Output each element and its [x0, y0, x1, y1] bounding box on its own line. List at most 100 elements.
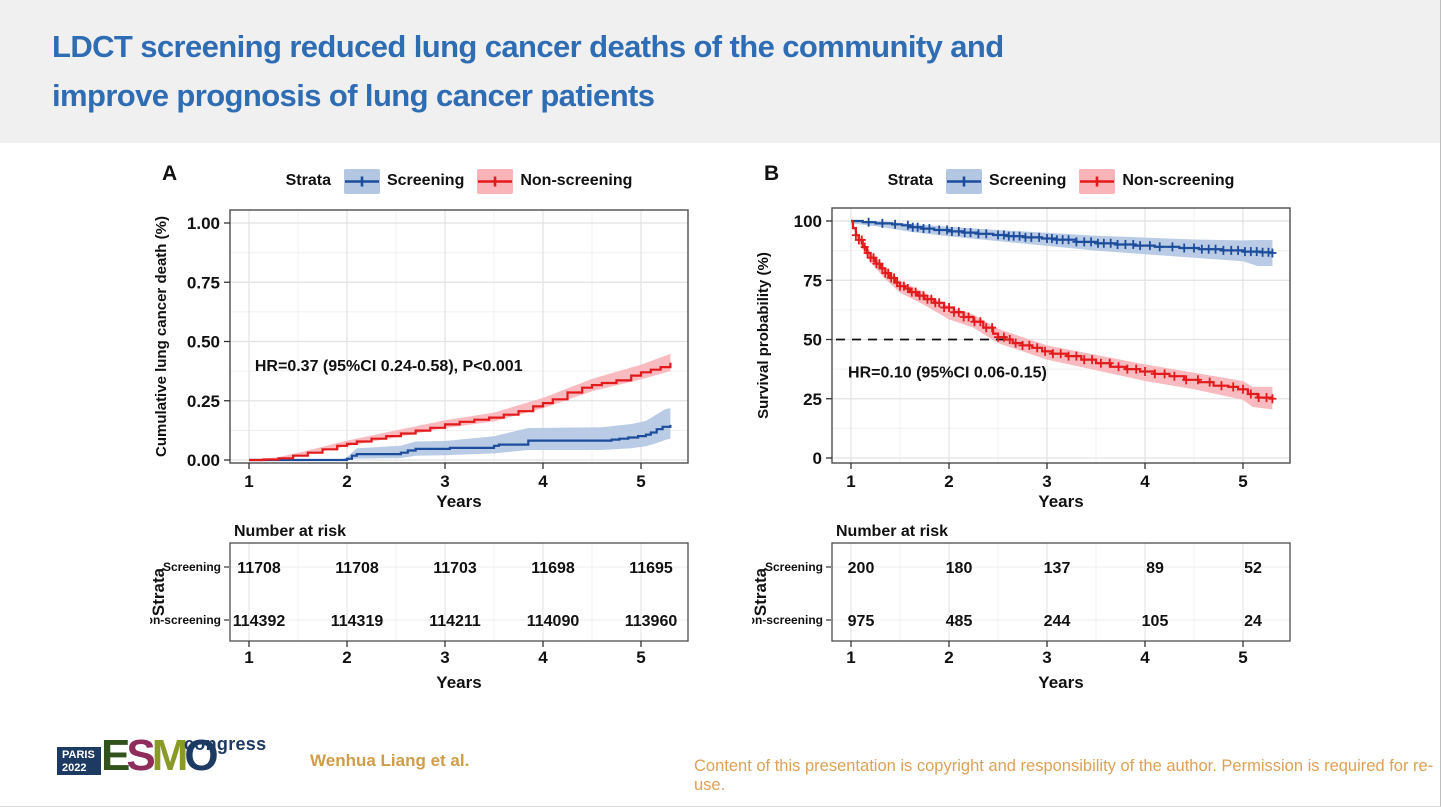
risk-count: 11695	[629, 560, 673, 577]
risk-strata-label: Strata	[752, 567, 770, 616]
legend-title: Strata	[887, 172, 933, 189]
strata-row-label: Screening	[163, 560, 221, 574]
risk-count: 11703	[433, 560, 477, 577]
risk-count: 114090	[527, 613, 580, 630]
congress-text: congress	[184, 734, 267, 754]
legend-label-non-screening: Non-screening	[520, 172, 633, 189]
legend-title: Strata	[285, 172, 331, 189]
slide-header: LDCT screening reduced lung cancer death…	[0, 0, 1440, 143]
risk-table-b: Number at riskScreening2001801378952Non-…	[752, 523, 1291, 692]
esmo-letter-o: O	[184, 731, 218, 780]
svg-text:4: 4	[538, 648, 548, 667]
esmo-letter-m: M	[151, 731, 189, 780]
svg-text:1.00: 1.00	[187, 214, 220, 233]
paris-text: PARIS	[62, 749, 95, 761]
risk-count: 52	[1244, 560, 1262, 577]
svg-text:0.75: 0.75	[187, 273, 220, 292]
slide-title-line1: LDCT screening reduced lung cancer death…	[52, 29, 1004, 64]
risk-count: 114392	[233, 613, 286, 630]
svg-text:1: 1	[244, 472, 253, 491]
panel-a-legend: Strata Screening Non-screening	[230, 167, 688, 195]
svg-text:4: 4	[1140, 472, 1150, 491]
slide-title-line2: improve prognosis of lung cancer patient…	[52, 78, 655, 113]
risk-rows: Screening 200 180 137 89 52 Non-screening 975 48…	[752, 560, 1262, 630]
risk-table-border	[831, 542, 1291, 642]
strata-row-label: Screening	[765, 560, 823, 574]
screening-swatch-icon	[343, 168, 380, 194]
legend-label-screening: Screening	[386, 172, 465, 189]
risk-gridlines	[230, 543, 688, 641]
ci-bands	[249, 353, 671, 460]
axis-ticks: 1 2 3 4 5 0.00 0.25 0.50 0.75 1.00	[187, 214, 646, 491]
svg-text:0: 0	[813, 449, 822, 468]
copyright-notice: Content of this presentation is copyrigh…	[694, 757, 1434, 794]
risk-table-title: Number at risk	[234, 523, 346, 540]
x-axis-label: Years	[436, 492, 481, 511]
strata-row-label: Non-screening	[150, 613, 221, 627]
svg-text:4: 4	[538, 472, 548, 491]
esmo-letter-s: S	[126, 731, 155, 780]
svg-text:2: 2	[944, 648, 953, 667]
risk-count: 11698	[531, 560, 575, 577]
risk-count: 137	[1044, 560, 1071, 577]
curve-non-screening	[851, 219, 1274, 399]
risk-count: 24	[1244, 613, 1262, 630]
risk-count: 244	[1044, 613, 1071, 630]
svg-text:1: 1	[846, 472, 855, 491]
survival-curves	[249, 362, 672, 462]
risk-count: 114211	[429, 613, 481, 630]
risk-axis: 1 2 3 4 5	[846, 641, 1248, 667]
gridlines	[230, 210, 688, 463]
risk-table-title: Number at risk	[836, 523, 948, 540]
risk-x-axis-label: Years	[1038, 673, 1083, 692]
x-axis-label: Years	[1038, 492, 1083, 511]
svg-text:1: 1	[846, 648, 855, 667]
legend-label-screening: Screening	[988, 172, 1067, 189]
hr-annotation: HR=0.10 (95%CI 0.06-0.15)	[848, 364, 1047, 381]
risk-axis: 1 2 3 4 5	[244, 641, 646, 667]
risk-rows: Screening 11708 11708 11703 11698 11695 Non-sc…	[150, 560, 677, 630]
risk-count: 11708	[335, 560, 379, 577]
panel-a-label: A	[162, 162, 178, 185]
panel-b-label: B	[764, 162, 780, 185]
svg-text:1: 1	[244, 648, 253, 667]
strata-row-label: Non-screening	[752, 613, 823, 627]
risk-x-axis-label: Years	[436, 673, 481, 692]
svg-text:75: 75	[803, 271, 822, 290]
risk-count: 975	[848, 613, 875, 630]
svg-text:5: 5	[1238, 648, 1247, 667]
esmo-wordmark: ESMO	[101, 731, 219, 780]
legend-item-screening: Screening	[343, 168, 465, 194]
slide-title: LDCT screening reduced lung cancer death…	[52, 22, 1004, 120]
non-screening-swatch-icon	[1079, 168, 1116, 194]
svg-text:4: 4	[1140, 648, 1150, 667]
non-screening-swatch-icon	[477, 168, 514, 194]
svg-text:3: 3	[1042, 472, 1051, 491]
risk-count: 114319	[331, 613, 384, 630]
km-plot-a: 1 2 3 4 5 0.00 0.25 0.50 0.75 1.00 HR=0.37 (95%CI …	[153, 209, 689, 511]
legend-item-screening: Screening	[945, 168, 1067, 194]
svg-text:5: 5	[1238, 472, 1247, 491]
svg-text:100: 100	[794, 212, 822, 231]
panel-b-legend: Strata Screening Non-screening	[832, 167, 1290, 195]
legend-item-non-screening: Non-screening	[1079, 168, 1234, 194]
esmo-congress-logo: PARIS 2022 ESMO congress	[55, 733, 315, 793]
censor-marks	[851, 217, 1277, 404]
svg-text:2: 2	[944, 472, 953, 491]
y-axis-label: Cumulative lung cancer death (%)	[153, 216, 170, 457]
svg-text:5: 5	[636, 648, 645, 667]
svg-text:5: 5	[636, 472, 645, 491]
year-text: 2022	[62, 762, 87, 774]
risk-gridlines	[832, 543, 1290, 641]
risk-count: 89	[1146, 560, 1164, 577]
panel-border	[831, 207, 1291, 464]
risk-table-border	[229, 542, 689, 642]
risk-count: 485	[946, 613, 973, 630]
svg-text:25: 25	[803, 390, 822, 409]
screening-swatch-icon	[945, 168, 982, 194]
risk-count: 180	[946, 560, 973, 577]
svg-text:0.25: 0.25	[187, 392, 220, 411]
